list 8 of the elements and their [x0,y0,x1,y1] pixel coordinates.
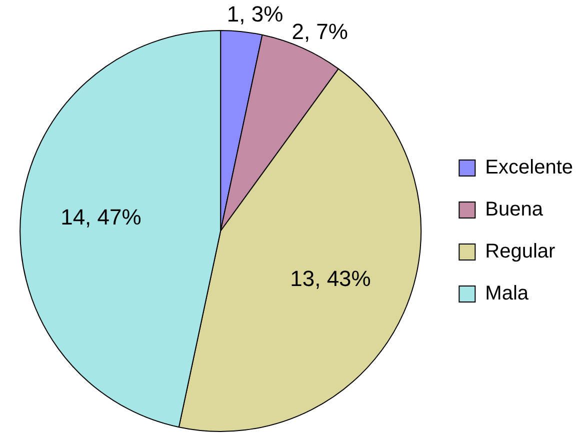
data-label: 13, 43% [290,266,371,291]
legend-label: Mala [485,282,530,305]
data-label: 1, 3% [226,2,284,27]
legend-label: Regular [485,240,556,263]
data-label: 14, 47% [60,204,142,230]
legend-label: Excelente [485,156,574,179]
data-label: 2, 7% [292,19,348,44]
legend-label: Buena [485,198,544,221]
